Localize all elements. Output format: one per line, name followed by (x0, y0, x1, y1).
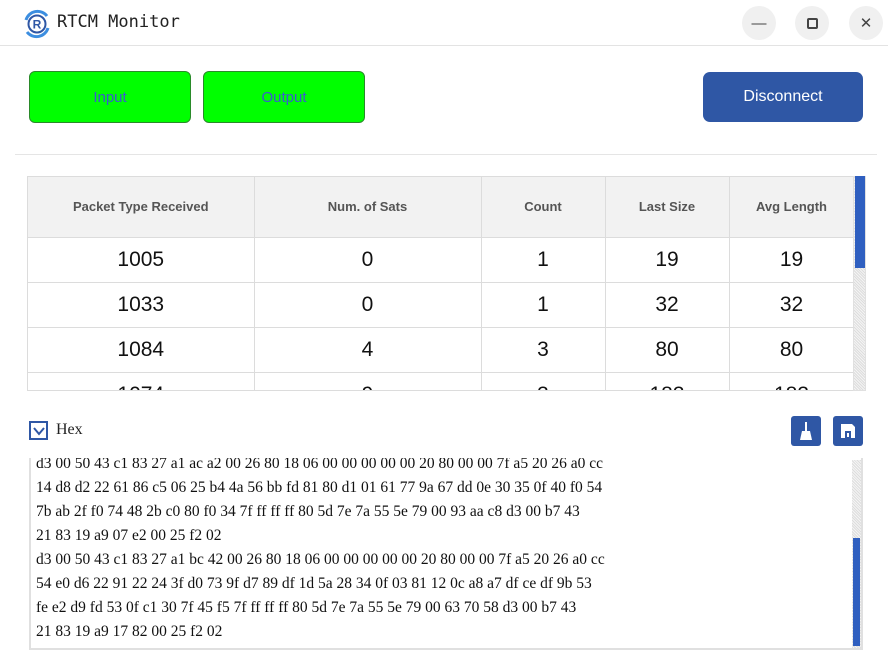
cell-count: 1 (481, 236, 606, 282)
hex-checkbox[interactable] (29, 421, 48, 440)
cell-packet-type: 1084 (28, 326, 255, 372)
hex-scrollbar-thumb[interactable] (853, 538, 860, 646)
cell-packet-type: 1074 (28, 371, 255, 390)
cell-last-size: 183 (605, 371, 730, 390)
clear-button[interactable] (791, 416, 821, 446)
table-row[interactable]: 1084 4 3 80 80 (28, 326, 853, 372)
hex-line: 14 d8 d2 22 61 86 c5 06 25 b4 4a 56 bb f… (36, 479, 603, 496)
cell-num-sats: 0 (254, 281, 482, 327)
header-packet-type[interactable]: Packet Type Received (28, 177, 255, 237)
save-button[interactable] (833, 416, 863, 446)
header-count[interactable]: Count (481, 177, 606, 237)
minimize-icon: — (751, 14, 767, 32)
cell-num-sats: 4 (254, 326, 482, 372)
disconnect-button[interactable]: Disconnect (703, 72, 863, 122)
hex-label: Hex (56, 421, 83, 438)
table-row[interactable]: 1005 0 1 19 19 (28, 236, 853, 282)
header-avg-length[interactable]: Avg Length (729, 177, 853, 237)
floppy-save-icon (841, 424, 855, 438)
maximize-icon (806, 17, 818, 29)
cell-avg-length: 19 (729, 236, 853, 282)
header-last-size[interactable]: Last Size (605, 177, 730, 237)
cell-avg-length: 183 (729, 371, 853, 390)
hex-text: d3 00 50 43 c1 83 27 a1 ac a2 00 26 80 1… (36, 458, 846, 644)
broom-icon (800, 422, 812, 440)
packet-table: Packet Type Received Num. of Sats Count … (27, 176, 853, 391)
app-logo-icon: R (24, 9, 50, 39)
divider (15, 154, 877, 155)
cell-num-sats: 0 (254, 236, 482, 282)
table-scrollbar-thumb[interactable] (855, 176, 865, 268)
hex-line: 21 83 19 a9 17 82 00 25 f2 02 (36, 623, 223, 640)
output-button[interactable]: Output (203, 71, 365, 123)
hex-line: fe e2 d9 fd 53 0f c1 30 7f 45 f5 7f ff f… (36, 599, 577, 616)
cell-count: 3 (481, 326, 606, 372)
header-num-sats[interactable]: Num. of Sats (254, 177, 482, 237)
window-title: RTCM Monitor (57, 12, 180, 32)
input-button[interactable]: Input (29, 71, 191, 123)
close-button[interactable]: ✕ (849, 6, 883, 40)
close-icon: ✕ (859, 15, 873, 32)
hex-line: d3 00 50 43 c1 83 27 a1 ac a2 00 26 80 1… (36, 458, 603, 472)
minimize-button[interactable]: — (742, 6, 776, 40)
maximize-button[interactable] (795, 6, 829, 40)
title-bar (0, 0, 888, 46)
hex-line: 54 e0 d6 22 91 22 24 3f d0 73 9f d7 89 d… (36, 575, 592, 592)
cell-avg-length: 80 (729, 326, 853, 372)
hex-output-textarea[interactable]: d3 00 50 43 c1 83 27 a1 ac a2 00 26 80 1… (29, 458, 863, 650)
hex-line: 7b ab 2f f0 74 48 2b c0 80 f0 34 7f ff f… (36, 503, 580, 520)
cell-last-size: 19 (605, 236, 730, 282)
svg-text:R: R (33, 18, 42, 32)
cell-count: 3 (481, 371, 606, 390)
hex-line: 21 83 19 a9 07 e2 00 25 f2 02 (36, 527, 222, 544)
cell-num-sats: 9 (254, 371, 482, 390)
table-row[interactable]: 1033 0 1 32 32 (28, 281, 853, 327)
cell-count: 1 (481, 281, 606, 327)
cell-packet-type: 1005 (28, 236, 255, 282)
cell-packet-type: 1033 (28, 281, 255, 327)
cell-last-size: 80 (605, 326, 730, 372)
cell-last-size: 32 (605, 281, 730, 327)
check-icon (32, 426, 45, 436)
hex-line: d3 00 50 43 c1 83 27 a1 bc 42 00 26 80 1… (36, 551, 605, 568)
table-row[interactable]: 107493183183 (28, 371, 853, 390)
cell-avg-length: 32 (729, 281, 853, 327)
